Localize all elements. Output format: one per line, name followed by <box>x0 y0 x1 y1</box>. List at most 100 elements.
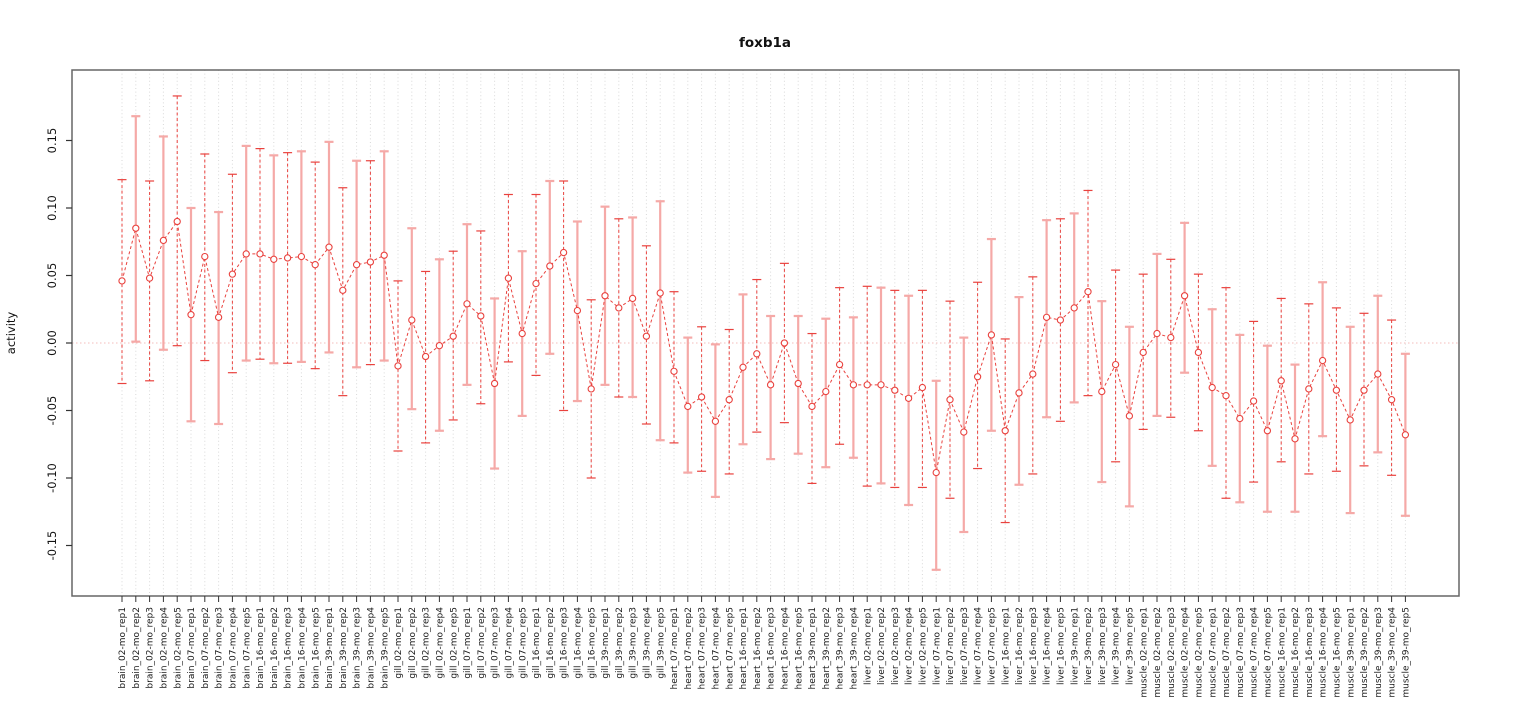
data-point-marker <box>477 312 485 320</box>
data-point-marker <box>973 373 982 381</box>
data-point-marker <box>1139 348 1147 357</box>
x-tick-label: gill_39-mo_rep5 <box>656 607 666 679</box>
data-point-marker <box>559 248 568 257</box>
data-point-marker <box>1042 313 1051 321</box>
x-tick-label: heart_07-mo_rep5 <box>725 607 735 689</box>
data-point-marker <box>1236 414 1244 423</box>
x-tick-label: brain_39-mo_rep5 <box>380 607 390 689</box>
data-point-marker <box>1194 348 1203 357</box>
x-tick-label: liver_07-mo_rep1 <box>932 607 942 685</box>
x-tick-label: brain_16-mo_rep3 <box>284 607 294 689</box>
data-point-marker <box>1098 387 1106 396</box>
x-tick-label: liver_16-mo_rep1 <box>1001 607 1011 685</box>
data-point-marker <box>132 224 140 232</box>
x-tick-label: liver_39-mo_rep2 <box>1084 607 1094 685</box>
x-tick-label: heart_16-mo_rep4 <box>781 607 791 690</box>
data-point-marker <box>1277 377 1285 385</box>
data-point-marker <box>1153 329 1161 338</box>
data-point-marker <box>1167 333 1175 342</box>
data-point-marker <box>684 402 692 411</box>
x-tick-label: gill_07-mo_rep5 <box>518 607 528 679</box>
x-tick-label: muscle_39-mo_rep2 <box>1360 607 1370 698</box>
x-tick-label: muscle_07-mo_rep5 <box>1264 607 1274 698</box>
x-tick-label: liver_07-mo_rep5 <box>988 607 998 685</box>
x-tick-label: liver_16-mo_rep4 <box>1043 607 1053 685</box>
x-tick-label: brain_07-mo_rep2 <box>201 607 211 689</box>
x-tick-label: gill_39-mo_rep2 <box>615 607 625 679</box>
x-tick-label: brain_02-mo_rep5 <box>173 607 183 689</box>
data-point-marker <box>297 252 306 261</box>
x-tick-label: brain_16-mo_rep1 <box>256 607 266 689</box>
data-point-marker <box>380 251 388 259</box>
x-tick-label: heart_39-mo_rep3 <box>836 607 846 689</box>
x-tick-label: liver_16-mo_rep5 <box>1057 607 1067 685</box>
data-point-marker <box>1332 386 1341 394</box>
data-point-marker <box>449 332 457 340</box>
data-point-marker <box>490 379 499 388</box>
x-tick-label: brain_02-mo_rep3 <box>146 607 156 689</box>
data-point-marker <box>615 304 623 312</box>
data-point-marker <box>1180 292 1189 300</box>
data-point-marker <box>766 381 775 389</box>
x-tick-label: muscle_02-mo_rep2 <box>1153 607 1163 698</box>
data-point-marker <box>904 394 913 402</box>
data-point-marker <box>1305 385 1313 393</box>
x-tick-label: liver_02-mo_rep4 <box>905 607 915 685</box>
x-tick-label: gill_39-mo_rep4 <box>643 607 653 679</box>
data-point-marker <box>463 300 471 308</box>
x-tick-label: brain_16-mo_rep2 <box>270 607 280 689</box>
data-point-marker <box>780 339 789 347</box>
data-point-marker <box>739 363 747 371</box>
data-point-marker <box>339 286 347 294</box>
data-point-marker <box>228 270 237 278</box>
data-point-marker <box>173 217 181 226</box>
data-point-marker <box>753 350 761 358</box>
data-point-marker <box>187 310 195 319</box>
x-tick-label: liver_39-mo_rep5 <box>1126 607 1136 685</box>
x-tick-label: heart_07-mo_rep1 <box>670 607 680 689</box>
data-point-marker <box>201 252 209 261</box>
data-point-marker <box>573 306 582 315</box>
x-tick-label: muscle_39-mo_rep3 <box>1374 607 1384 698</box>
x-tick-label: heart_39-mo_rep2 <box>822 607 832 689</box>
data-point-marker <box>366 258 375 266</box>
x-tick-label: gill_07-mo_rep2 <box>477 607 487 679</box>
x-tick-label: muscle_02-mo_rep1 <box>1139 607 1149 698</box>
x-tick-label: brain_39-mo_rep3 <box>353 607 363 689</box>
data-point-marker <box>1111 360 1120 369</box>
x-tick-label: liver_39-mo_rep1 <box>1070 607 1080 685</box>
x-tick-label: brain_16-mo_rep4 <box>298 607 308 689</box>
data-point-marker <box>518 329 526 338</box>
data-point-marker <box>987 331 996 339</box>
data-point-marker <box>325 243 333 251</box>
data-point-marker <box>242 250 250 258</box>
data-point-marker <box>546 262 554 270</box>
x-tick-label: muscle_16-mo_rep1 <box>1277 607 1287 698</box>
x-tick-label: liver_02-mo_rep2 <box>877 607 887 685</box>
x-tick-label: brain_07-mo_rep4 <box>229 607 239 689</box>
data-point-marker <box>1360 386 1368 394</box>
axis-layer: 0.15 0.10 0.05 0.00 -0.05 -0.10 -0.15 brain_02-… <box>45 69 1460 698</box>
data-point-marker <box>849 381 858 389</box>
data-point-marker <box>960 428 968 436</box>
x-tick-label: brain_07-mo_rep3 <box>215 607 225 689</box>
x-tick-label: gill_07-mo_rep3 <box>491 607 501 679</box>
data-point-marker <box>587 385 595 393</box>
y-tick-label: 0.05 <box>45 263 59 289</box>
data-point-marker <box>1387 396 1396 404</box>
data-point-marker <box>628 294 637 303</box>
x-tick-label: brain_39-mo_rep2 <box>339 607 349 689</box>
data-point-marker <box>932 468 940 477</box>
data-point-marker <box>145 274 154 282</box>
y-tick-label: -0.05 <box>45 396 59 426</box>
data-point-marker <box>394 362 402 370</box>
data-point-marker <box>1401 431 1410 439</box>
x-tick-label: gill_07-mo_rep4 <box>505 607 515 679</box>
data-point-marker <box>159 236 168 245</box>
data-point-marker <box>283 254 292 262</box>
x-tick-label: liver_02-mo_rep3 <box>891 607 901 685</box>
x-tick-label: liver_07-mo_rep2 <box>946 607 956 685</box>
data-point-marker <box>1222 391 1230 400</box>
data-point-marker <box>532 279 540 288</box>
